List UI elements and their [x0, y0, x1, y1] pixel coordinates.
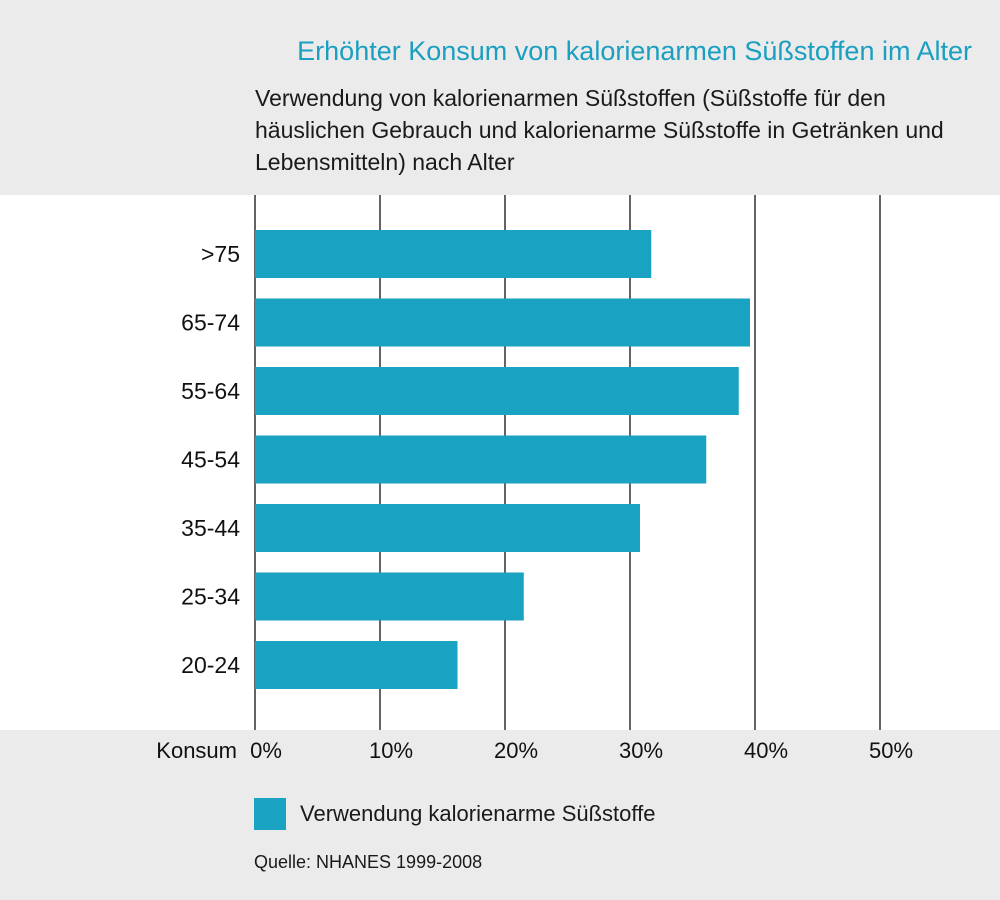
category-label: 55-64	[181, 378, 240, 404]
bar	[255, 572, 524, 621]
legend-label: Verwendung kalorienarme Süßstoffe	[300, 801, 656, 826]
x-tick-label: 0%	[250, 738, 282, 763]
category-label: 20-24	[181, 652, 240, 678]
chart-subtitle: Verwendung von kalorienarmen Süßstoffen …	[255, 85, 944, 175]
category-label: 35-44	[181, 515, 240, 541]
category-label: >75	[201, 241, 240, 267]
category-label: 65-74	[181, 310, 240, 336]
chart-title: Erhöhter Konsum von kalorienarmen Süßsto…	[297, 36, 972, 66]
source-note: Quelle: NHANES 1999-2008	[254, 852, 483, 872]
chart-header: Erhöhter Konsum von kalorienarmen Süßsto…	[0, 0, 1000, 195]
category-label: 25-34	[181, 584, 240, 610]
x-tick-label: 10%	[369, 738, 413, 763]
x-tick-label: 40%	[744, 738, 788, 763]
x-tick-label: 30%	[619, 738, 663, 763]
legend-swatch	[254, 798, 286, 830]
bar	[255, 504, 640, 552]
bar	[255, 367, 739, 415]
bar	[255, 298, 750, 347]
bar	[255, 641, 458, 689]
bar	[255, 230, 652, 278]
x-tick-label: 50%	[869, 738, 913, 763]
x-axis-label: Konsum	[156, 738, 237, 763]
category-label: 45-54	[181, 447, 240, 473]
bar	[255, 435, 707, 484]
x-tick-label: 20%	[494, 738, 538, 763]
